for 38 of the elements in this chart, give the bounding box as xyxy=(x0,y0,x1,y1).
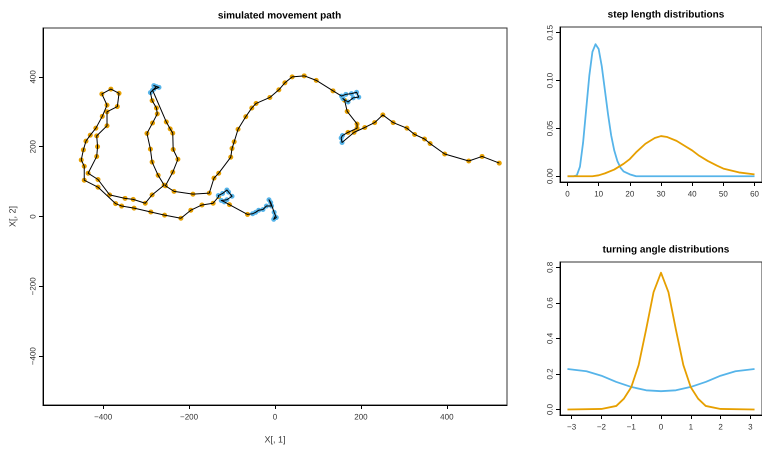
x-tick-label: 200 xyxy=(354,412,368,422)
x-tick-label: 20 xyxy=(625,190,635,198)
x-tick-label: 0 xyxy=(658,422,664,432)
x-tick-label: −400 xyxy=(94,412,113,422)
y-tick-label: 200 xyxy=(28,139,38,154)
x-tick-label: 0 xyxy=(565,190,570,198)
x-tick-label: 0 xyxy=(272,412,278,422)
y-tick-label: 0.15 xyxy=(546,24,554,41)
x-tick-label: −2 xyxy=(596,422,607,432)
x-tick-label: 60 xyxy=(750,190,760,198)
y-axis-title: X[, 2] xyxy=(8,206,18,228)
x-axis-title: X[, 1] xyxy=(264,434,286,444)
x-tick-label: 3 xyxy=(748,422,754,432)
y-tick-label: 0.05 xyxy=(546,120,554,136)
x-tick-label: 50 xyxy=(718,190,728,198)
chart-title: turning angle distributions xyxy=(602,244,730,256)
chart-title: simulated movement path xyxy=(218,10,342,22)
y-tick-label: 0.4 xyxy=(546,332,554,344)
x-tick-label: 10 xyxy=(594,190,604,198)
chart-title: step length distributions xyxy=(608,10,725,20)
y-tick-label: 0.6 xyxy=(546,296,554,308)
y-tick-label: 400 xyxy=(28,70,38,84)
y-tick-label: 0.10 xyxy=(546,72,554,88)
x-tick-label: 2 xyxy=(718,422,724,432)
x-tick-label: 30 xyxy=(656,190,666,198)
y-tick-label: −200 xyxy=(28,276,38,296)
y-tick-label: 0.0 xyxy=(546,403,554,416)
x-tick-label: 40 xyxy=(688,190,698,198)
y-tick-label: 0 xyxy=(28,214,38,219)
x-tick-label: 400 xyxy=(440,412,454,422)
x-tick-label: −200 xyxy=(180,412,199,422)
x-tick-label: −3 xyxy=(567,422,577,432)
y-tick-label: −400 xyxy=(28,346,38,366)
x-tick-label: 1 xyxy=(688,422,694,432)
y-tick-label: 0.00 xyxy=(546,168,554,184)
x-tick-label: −1 xyxy=(626,422,636,432)
y-tick-label: 0.2 xyxy=(546,368,554,380)
y-tick-label: 0.8 xyxy=(546,261,554,273)
